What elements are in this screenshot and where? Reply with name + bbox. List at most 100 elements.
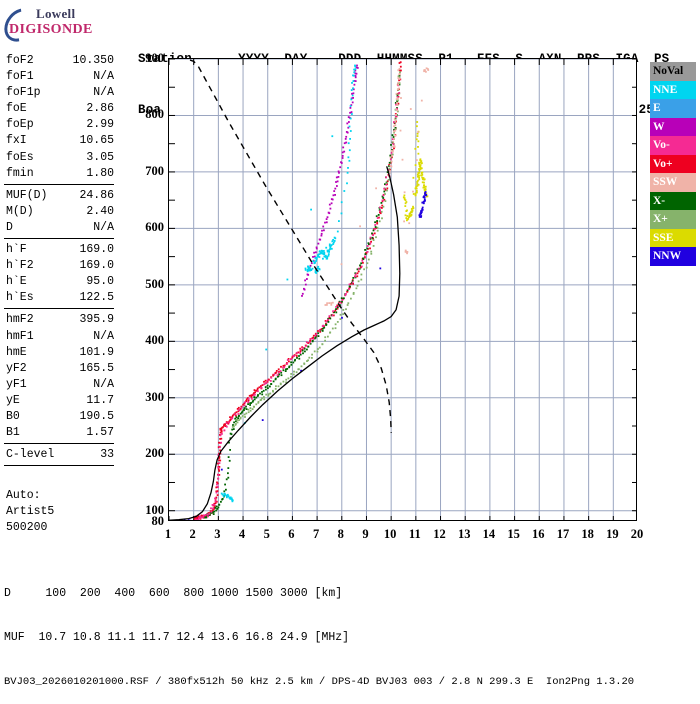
ionogram-canvas[interactable] [168, 58, 637, 521]
param-key: MUF(D) [6, 188, 47, 204]
param-key: hmE [6, 345, 27, 361]
param-value: 395.9 [79, 312, 114, 328]
x-tick-17: 17 [551, 527, 575, 541]
ionogram-plot-area[interactable] [168, 58, 637, 521]
legend-item-e[interactable]: E [650, 99, 696, 118]
legend-item-vo[interactable]: Vo- [650, 136, 696, 155]
param-divider [4, 184, 114, 185]
param-row-fof2: foF2 10.350 [4, 53, 116, 69]
y-tick-100: 100 [130, 504, 164, 516]
param-key: hmF2 [6, 312, 34, 328]
param-key: hmF1 [6, 329, 34, 345]
param-value: 122.5 [79, 290, 114, 306]
param-value: N/A [93, 329, 114, 345]
x-tick-11: 11 [403, 527, 427, 541]
legend-item-sse[interactable]: SSE [650, 229, 696, 248]
y-tick-300: 300 [130, 391, 164, 403]
legend-item-x[interactable]: X- [650, 192, 696, 211]
x-tick-14: 14 [477, 527, 501, 541]
param-key: fmin [6, 166, 34, 182]
x-tick-18: 18 [576, 527, 600, 541]
x-tick-7: 7 [304, 527, 328, 541]
auto-line: Auto: [6, 488, 54, 504]
series-nne-cyan-cluster [221, 65, 356, 503]
x-tick-13: 13 [452, 527, 476, 541]
x-tick-20: 20 [625, 527, 649, 541]
legend-item-nnw[interactable]: NNW [650, 247, 696, 266]
param-key: fxI [6, 133, 27, 149]
param-value: 1.57 [86, 425, 114, 441]
param-key: foF1 [6, 69, 34, 85]
x-tick-19: 19 [600, 527, 624, 541]
param-value: N/A [93, 69, 114, 85]
param-value: 33 [100, 447, 114, 463]
param-divider [4, 308, 114, 309]
param-divider [4, 443, 114, 444]
param-key: foF2 [6, 53, 34, 69]
x-tick-3: 3 [205, 527, 229, 541]
legend-item-w[interactable]: W [650, 118, 696, 137]
param-value: 11.7 [86, 393, 114, 409]
param-value: 95.0 [86, 274, 114, 290]
param-key: foE [6, 101, 27, 117]
param-row-m-d-: M(D)2.40 [4, 204, 116, 220]
param-row-foe: foE 2.86 [4, 101, 116, 117]
param-divider [4, 465, 114, 466]
param-value: 24.86 [79, 188, 114, 204]
logo-line-digisonde: DIGISONDE [9, 22, 93, 38]
param-value: 10.65 [79, 133, 114, 149]
param-key: C-level [6, 447, 54, 463]
param-value: N/A [93, 220, 114, 236]
param-divider [4, 238, 114, 239]
legend-item-ssw[interactable]: SSW [650, 173, 696, 192]
param-key: h`F2 [6, 258, 34, 274]
param-key: yF2 [6, 361, 27, 377]
y-tick-80: 80 [130, 515, 164, 527]
param-value: 169.0 [79, 258, 114, 274]
param-key: yE [6, 393, 20, 409]
y-tick-800: 800 [130, 108, 164, 120]
x-tick-12: 12 [428, 527, 452, 541]
param-row-hmf1: hmF1 N/A [4, 329, 116, 345]
param-value: 101.9 [79, 345, 114, 361]
legend-item-nne[interactable]: NNE [650, 81, 696, 100]
param-value: 169.0 [79, 242, 114, 258]
x-tick-9: 9 [353, 527, 377, 541]
lowell-digisonde-logo: Lowell DIGISONDE [6, 6, 126, 40]
param-key: B1 [6, 425, 20, 441]
param-row-c-level: C-level 33 [4, 447, 116, 463]
param-value: 10.350 [73, 53, 114, 69]
series-w-magenta-upper-trace [301, 65, 359, 297]
legend-item-noval[interactable]: NoVal [650, 62, 696, 81]
x-tick-10: 10 [378, 527, 402, 541]
param-row-b1: B1 1.57 [4, 425, 116, 441]
series-o-trace-vo-red-echoes [194, 61, 402, 520]
param-key: foF1p [6, 85, 41, 101]
legend-item-x[interactable]: X+ [650, 210, 696, 229]
param-row-h-es: h`Es 122.5 [4, 290, 116, 306]
series-ssw-salmon-echoes [325, 67, 430, 306]
x-tick-6: 6 [279, 527, 303, 541]
param-key: h`Es [6, 290, 34, 306]
x-tick-5: 5 [255, 527, 279, 541]
series-es-e-region-ground-band-w-magenta- [191, 520, 293, 521]
y-tick-200: 200 [130, 447, 164, 459]
auto-line: Artist5 [6, 504, 54, 520]
param-value: 3.05 [86, 150, 114, 166]
param-value: 2.86 [86, 101, 114, 117]
param-value: N/A [93, 85, 114, 101]
param-key: M(D) [6, 204, 34, 220]
param-row-h-f2: h`F2 169.0 [4, 258, 116, 274]
param-value: N/A [93, 377, 114, 393]
legend-item-vo[interactable]: Vo+ [650, 155, 696, 174]
param-row-ye: yE 11.7 [4, 393, 116, 409]
